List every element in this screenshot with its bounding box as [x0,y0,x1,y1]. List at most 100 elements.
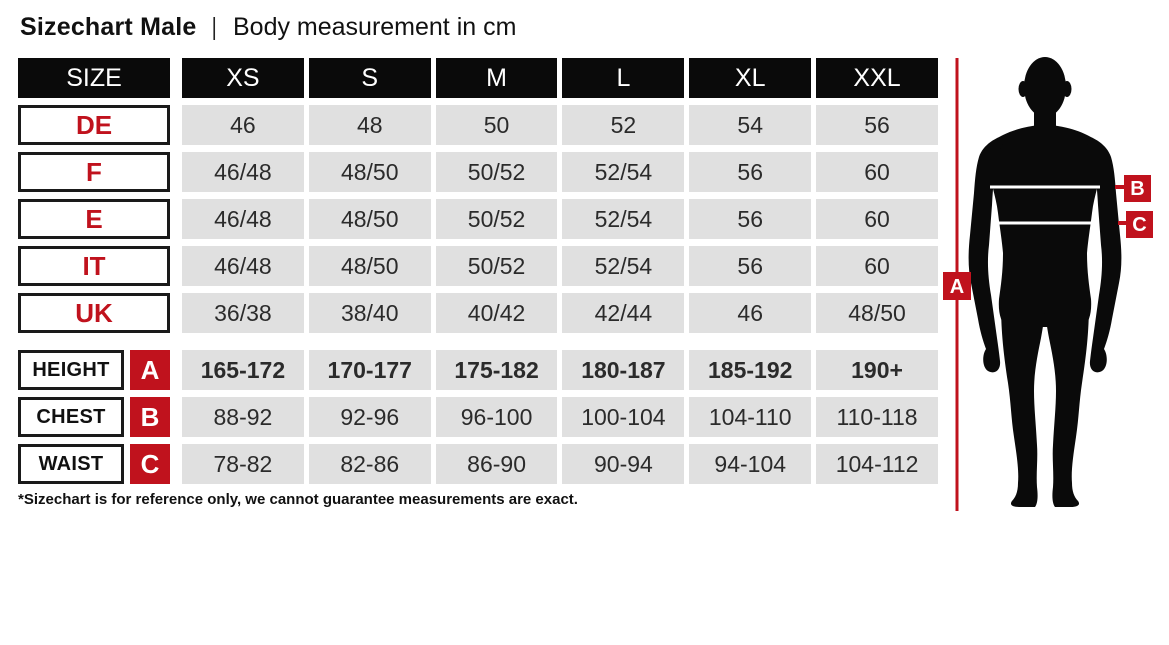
marker-badge-a: A [130,350,170,390]
figure-marker-badge-a [943,272,971,300]
table-cell: 56 [689,246,812,286]
left-leg [1001,303,1045,507]
table-row-it: IT 46/48 48/50 50/52 52/54 56 60 [18,246,938,286]
table-cell: 104-112 [816,444,938,484]
table-cell: 38/40 [308,293,431,333]
figure-marker-letter-b: B [1130,178,1144,200]
table-cell: 92-96 [308,397,431,437]
column-header-xxl: XXL [816,58,938,98]
table-cell: 46 [182,105,304,145]
table-cell: 78-82 [182,444,304,484]
table-cell: 52 [562,105,685,145]
page-title: Sizechart Male | Body measurement in cm [20,13,516,42]
right-leg [1045,303,1089,507]
row-label-de: DE [18,105,170,145]
table-cell: 170-177 [308,350,431,390]
column-header-s: S [308,58,431,98]
row-cells: 165-172 170-177 175-182 180-187 185-192 … [182,350,938,390]
row-label-e: E [18,199,170,239]
table-cell: 56 [816,105,938,145]
figure-marker-badge-b [1124,175,1151,202]
row-label-f: F [18,152,170,192]
table-cell: 46/48 [182,199,304,239]
table-cell: 100-104 [562,397,685,437]
figure-marker-letter-a: A [950,276,964,298]
table-cell: 185-192 [689,350,812,390]
right-arm [1079,133,1122,373]
left-arm [968,133,1011,373]
table-cell: 48/50 [308,199,431,239]
table-cell: 110-118 [816,397,938,437]
row-label-uk: UK [18,293,170,333]
disclaimer-text: *Sizechart is for reference only, we can… [18,491,578,508]
table-cell: 94-104 [689,444,812,484]
row-label-it: IT [18,246,170,286]
table-cell: 180-187 [562,350,685,390]
neck [1034,105,1056,131]
table-cell: 46 [689,293,812,333]
table-cell: 48/50 [816,293,938,333]
marker-badge-c: C [130,444,170,484]
table-cell: 52/54 [562,152,685,192]
figure-marker-badge-c [1126,211,1153,238]
table-row-f: F 46/48 48/50 50/52 52/54 56 60 [18,152,938,192]
table-cell: 96-100 [435,397,558,437]
table-cell: 104-110 [689,397,812,437]
row-cells: 36/38 38/40 40/42 42/44 46 48/50 [182,293,938,333]
row-label-waist: WAIST [18,444,124,484]
body-silhouette-svg: A B C [943,57,1153,511]
table-cell: 56 [689,199,812,239]
table-cell: 36/38 [182,293,304,333]
table-row-uk: UK 36/38 38/40 40/42 42/44 46 48/50 [18,293,938,333]
table-row-de: DE 46 48 50 52 54 56 [18,105,938,145]
table-cell: 52/54 [562,199,685,239]
table-cell: 50/52 [435,152,558,192]
table-cell: 60 [816,246,938,286]
row-cells: 46/48 48/50 50/52 52/54 56 60 [182,199,938,239]
table-row-chest: CHEST B 88-92 92-96 96-100 100-104 104-1… [18,397,938,437]
marker-badge-b: B [130,397,170,437]
title-main: Sizechart Male [20,13,197,41]
table-cell: 90-94 [562,444,685,484]
table-cell: 46/48 [182,152,304,192]
table-cell: 56 [689,152,812,192]
table-cell: 40/42 [435,293,558,333]
row-cells: 88-92 92-96 96-100 100-104 104-110 110-1… [182,397,938,437]
table-cell: 175-182 [435,350,558,390]
table-cell: 88-92 [182,397,304,437]
table-cell: 48/50 [308,246,431,286]
row-cells: 46/48 48/50 50/52 52/54 56 60 [182,152,938,192]
size-table: SIZE XS S M L XL XXL DE 46 48 50 52 54 5… [18,58,938,491]
table-cell: 60 [816,199,938,239]
column-header-xl: XL [689,58,812,98]
table-cell: 60 [816,152,938,192]
measurement-label-group: WAIST C [18,444,170,484]
table-cell: 50/52 [435,199,558,239]
table-header-row: SIZE XS S M L XL XXL [18,58,938,98]
table-cell: 48 [308,105,431,145]
table-cell: 190+ [816,350,938,390]
table-row-waist: WAIST C 78-82 82-86 86-90 90-94 94-104 1… [18,444,938,484]
table-cell: 82-86 [308,444,431,484]
column-header-l: L [562,58,685,98]
measurement-label-group: HEIGHT A [18,350,170,390]
table-cell: 52/54 [562,246,685,286]
row-label-height: HEIGHT [18,350,124,390]
column-header-m: M [435,58,558,98]
row-cells: 46 48 50 52 54 56 [182,105,938,145]
header-cells: XS S M L XL XXL [182,58,938,98]
table-cell: 46/48 [182,246,304,286]
male-body-silhouette [968,57,1122,507]
column-header-size: SIZE [18,58,170,98]
row-cells: 46/48 48/50 50/52 52/54 56 60 [182,246,938,286]
row-cells: 78-82 82-86 86-90 90-94 94-104 104-112 [182,444,938,484]
title-separator: | [212,13,218,41]
table-cell: 50 [435,105,558,145]
head [1024,57,1066,117]
table-row-height: HEIGHT A 165-172 170-177 175-182 180-187… [18,350,938,390]
table-cell: 50/52 [435,246,558,286]
table-cell: 48/50 [308,152,431,192]
table-row-e: E 46/48 48/50 50/52 52/54 56 60 [18,199,938,239]
row-label-chest: CHEST [18,397,124,437]
